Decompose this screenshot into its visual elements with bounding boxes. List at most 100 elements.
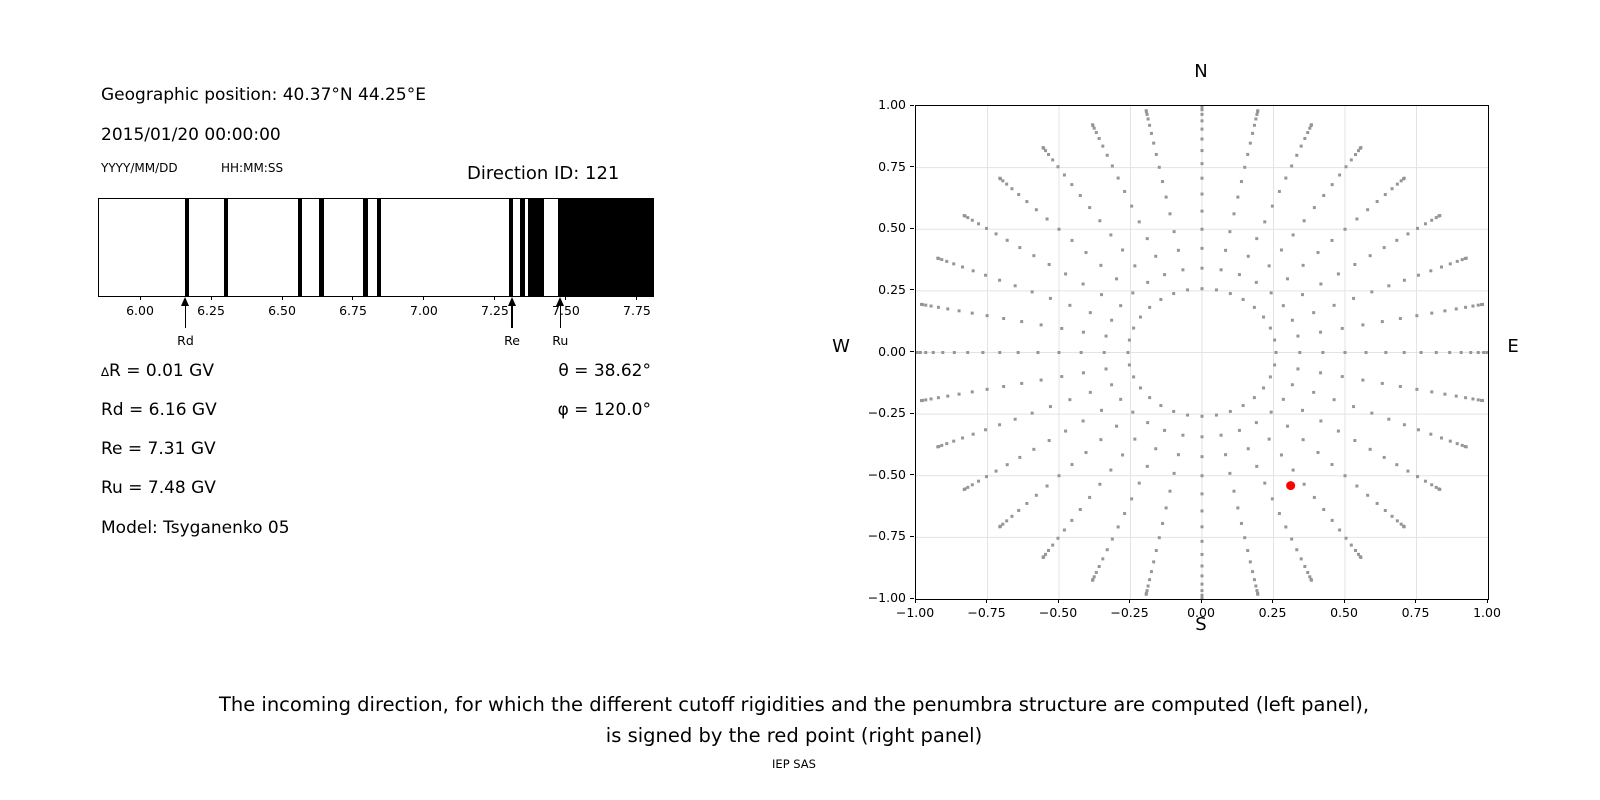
direction-dot xyxy=(1237,428,1241,432)
direction-x-tick-label: 0.50 xyxy=(1330,605,1358,620)
direction-dot xyxy=(1070,238,1074,242)
direction-dot xyxy=(1416,428,1420,432)
penumbra-allowed-band xyxy=(376,199,381,296)
direction-dot xyxy=(1002,316,1006,320)
direction-dot xyxy=(1430,311,1434,315)
direction-dot xyxy=(1246,152,1250,156)
direction-dot xyxy=(970,218,974,222)
direction-dot xyxy=(1005,182,1009,186)
direction-dot xyxy=(1352,405,1356,409)
direction-dot xyxy=(1402,423,1406,427)
direction-dot xyxy=(984,428,988,432)
direction-dot xyxy=(1094,570,1098,574)
direction-dot xyxy=(994,469,998,473)
direction-dot xyxy=(971,269,975,273)
penumbra-x-tick-label: 6.25 xyxy=(197,303,225,318)
direction-dot xyxy=(1471,397,1475,401)
direction-dot xyxy=(970,311,974,315)
cutoff-marker-arrowhead xyxy=(507,297,516,306)
penumbra-allowed-band xyxy=(319,199,324,296)
penumbra-x-tick-label: 7.50 xyxy=(552,303,580,318)
penumbra-x-tick-label: 6.00 xyxy=(126,303,154,318)
direction-dot xyxy=(1017,508,1021,512)
direction-dot xyxy=(1097,136,1101,140)
direction-y-tickmark xyxy=(910,351,914,352)
direction-dot xyxy=(1032,254,1036,258)
direction-dot xyxy=(1399,179,1403,183)
direction-dot xyxy=(1200,266,1204,270)
direction-dot xyxy=(1200,539,1204,543)
direction-dot xyxy=(1034,493,1038,497)
direction-dot xyxy=(1296,334,1300,338)
direction-dot xyxy=(1481,399,1485,403)
direction-dot xyxy=(945,442,949,446)
direction-dot xyxy=(1081,419,1085,423)
direction-dot xyxy=(1119,397,1123,401)
direction-dot xyxy=(1148,578,1152,582)
cutoff-marker-arrowhead xyxy=(555,297,564,306)
direction-x-tickmark xyxy=(1272,599,1273,603)
direction-dot xyxy=(1406,469,1410,473)
direction-dot xyxy=(1332,303,1336,307)
direction-dot xyxy=(1246,447,1250,451)
direction-dot xyxy=(1152,141,1156,145)
direction-dot xyxy=(941,351,945,354)
datetime-text: 2015/01/20 00:00:00 xyxy=(101,125,281,145)
direction-dot xyxy=(1149,570,1153,574)
direction-dot xyxy=(957,392,961,396)
penumbra-x-tick-label: 6.50 xyxy=(268,303,296,318)
direction-dot xyxy=(1290,318,1294,322)
direction-dot xyxy=(1267,437,1271,441)
direction-dot xyxy=(1319,282,1323,286)
direction-dot xyxy=(1002,385,1006,389)
direction-dot xyxy=(1013,417,1017,421)
direction-dot xyxy=(1109,468,1113,472)
direction-dot xyxy=(1267,264,1271,268)
direction-dot xyxy=(1353,153,1357,157)
direction-dot xyxy=(1200,112,1204,116)
direction-dot xyxy=(1298,351,1302,354)
direction-dot xyxy=(1398,385,1402,389)
direction-dot xyxy=(1164,195,1168,199)
direction-dot xyxy=(1273,363,1277,367)
direction-dot xyxy=(1336,272,1340,276)
direction-dot xyxy=(1302,482,1306,486)
direction-dot xyxy=(977,222,981,226)
direction-x-tickmark xyxy=(1415,599,1416,603)
direction-dot xyxy=(1104,334,1108,338)
direction-dot xyxy=(1284,176,1288,180)
direction-dot xyxy=(1256,592,1260,596)
direction-dot xyxy=(1138,315,1142,319)
direction-dot xyxy=(1330,463,1334,467)
direction-dot xyxy=(1355,217,1359,221)
direction-dot xyxy=(1269,410,1273,414)
direction-dot xyxy=(1121,248,1125,252)
direction-dot xyxy=(1254,117,1258,121)
direction-dot xyxy=(1133,264,1137,268)
direction-dot xyxy=(1356,149,1360,153)
direction-dot xyxy=(1254,421,1258,425)
direction-dot xyxy=(985,314,989,318)
direction-dot xyxy=(1039,378,1043,382)
date-format-hint: YYYY/MM/DD xyxy=(101,161,178,175)
direction-dot xyxy=(1131,410,1135,414)
direction-dot xyxy=(946,307,950,311)
direction-dot xyxy=(1252,396,1256,400)
direction-dot xyxy=(977,479,981,483)
direction-dot xyxy=(1321,351,1325,354)
direction-dot xyxy=(1144,592,1148,596)
direction-dot xyxy=(1161,180,1165,184)
direction-dot xyxy=(998,351,1002,354)
direction-dot xyxy=(1109,233,1113,237)
direction-dot xyxy=(1081,330,1085,334)
direction-dot xyxy=(1454,307,1458,311)
direction-dot xyxy=(1051,158,1055,162)
direction-dot xyxy=(1101,144,1105,148)
direction-dot xyxy=(1154,254,1158,258)
direction-y-tick-label: −0.25 xyxy=(867,405,906,421)
direction-dot xyxy=(1353,548,1357,552)
direction-dot xyxy=(1370,290,1374,294)
penumbra-x-tickmark xyxy=(423,296,425,300)
direction-dot xyxy=(1254,280,1258,284)
direction-dot xyxy=(1041,555,1045,559)
